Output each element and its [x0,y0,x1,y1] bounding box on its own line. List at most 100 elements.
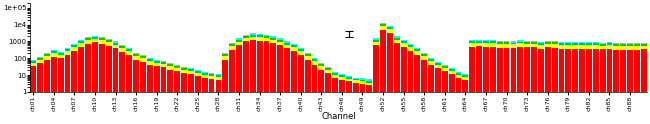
Bar [421,54,427,56]
Bar [566,43,571,45]
Bar [620,43,626,44]
Bar [463,74,469,75]
Bar [222,53,228,54]
Bar [120,52,125,92]
Bar [579,42,585,43]
Bar [106,39,112,40]
Bar [64,51,70,55]
Bar [517,47,523,92]
Bar [31,66,36,92]
Bar [456,73,462,75]
Bar [188,74,194,92]
Bar [600,44,606,46]
Bar [497,44,502,48]
Bar [435,65,441,68]
Bar [359,78,365,80]
Bar [72,51,77,92]
Bar [112,48,118,92]
Bar [270,36,276,38]
Bar [367,85,372,92]
Bar [140,55,146,56]
Bar [161,64,166,67]
Bar [263,38,269,41]
Bar [168,70,174,92]
Bar [435,63,441,65]
Bar [421,56,427,60]
Bar [606,45,612,49]
Bar [531,44,537,47]
Bar [572,43,578,45]
Bar [627,44,633,46]
Bar [614,50,619,92]
Bar [291,51,297,92]
Bar [497,42,502,44]
Bar [298,51,304,55]
Bar [147,58,153,59]
Bar [51,57,57,92]
Bar [106,46,112,92]
Bar [181,68,187,70]
Bar [448,68,454,69]
Bar [174,71,180,92]
Bar [380,30,386,92]
Bar [504,48,510,92]
Bar [222,60,228,92]
Bar [456,75,462,78]
Bar [421,53,427,54]
Bar [490,40,496,41]
Bar [401,41,407,43]
Bar [641,43,647,44]
Bar [394,40,400,43]
Bar [284,43,290,45]
Bar [428,61,434,65]
Bar [133,53,139,54]
Bar [538,48,544,92]
Bar [620,50,626,92]
Bar [126,49,132,51]
Bar [558,45,564,49]
Bar [448,69,454,71]
Bar [600,46,606,49]
Bar [627,50,633,92]
Bar [236,45,242,92]
Bar [373,38,379,40]
Bar [346,78,352,81]
Bar [394,43,400,92]
Bar [566,45,571,49]
Bar [112,41,118,43]
Bar [278,42,283,45]
Bar [78,40,84,41]
Bar [72,44,77,45]
Bar [339,80,345,92]
Bar [558,43,564,45]
Bar [64,49,70,51]
Bar [318,66,324,70]
Bar [78,41,84,43]
Bar [456,78,462,92]
Bar [367,82,372,85]
Bar [58,53,64,55]
Bar [442,65,448,66]
Bar [120,46,125,48]
Bar [284,41,290,43]
Bar [339,75,345,77]
Bar [572,49,578,92]
Bar [476,43,482,46]
Bar [566,49,571,92]
Bar [510,45,516,48]
Bar [469,43,475,47]
Bar [263,36,269,38]
Bar [545,44,551,47]
Bar [188,71,194,74]
Bar [305,53,311,54]
Bar [325,67,331,68]
Bar [606,49,612,92]
Bar [387,26,393,27]
Bar [147,59,153,61]
Bar [538,42,544,43]
Bar [558,42,564,43]
Bar [517,42,523,44]
Bar [469,41,475,43]
Bar [415,55,421,92]
Bar [278,38,283,40]
